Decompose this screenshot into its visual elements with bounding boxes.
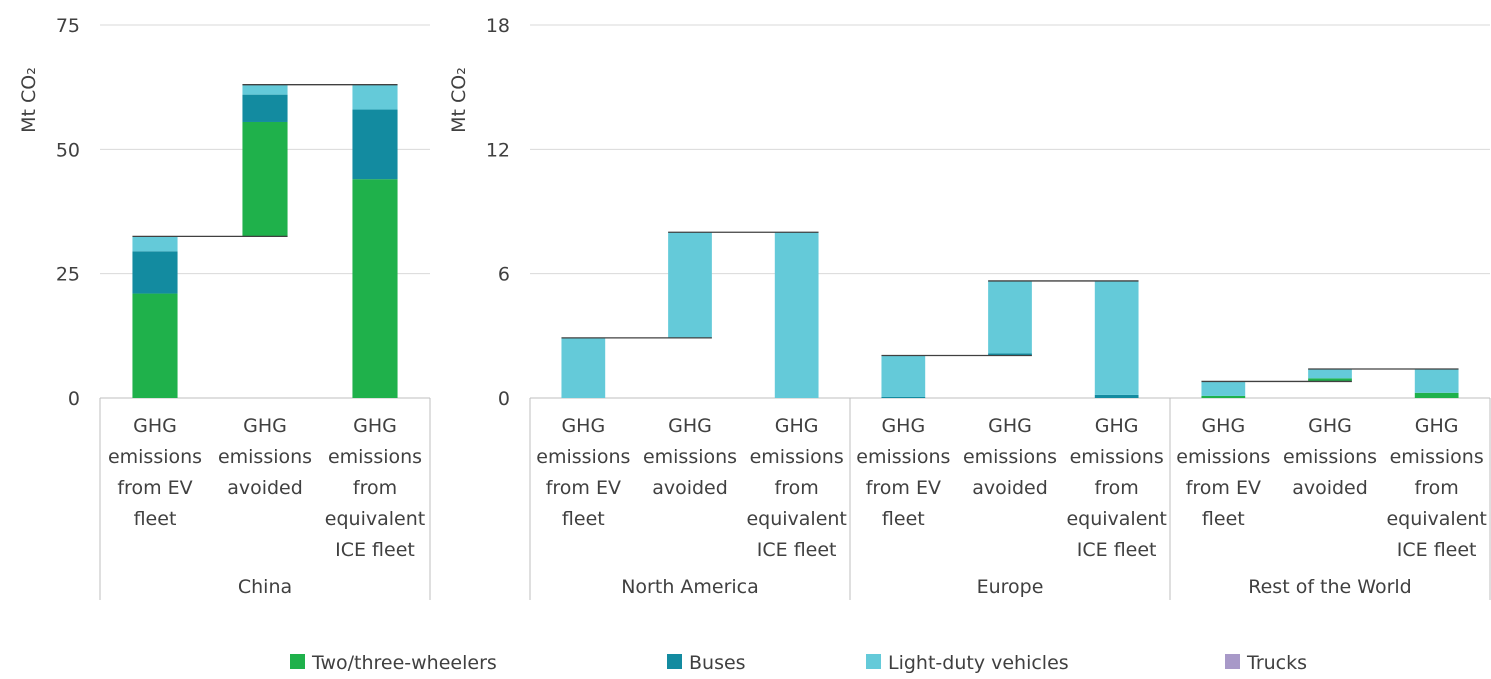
bar-segment [132,236,178,252]
y-tick-label: 50 [56,139,80,161]
bar-segment [1201,395,1246,398]
legend-swatch [667,654,682,669]
bar-segment [242,84,288,95]
x-tick-label: GHG emissions from equivalent ICE fleet [1386,415,1486,561]
legend-swatch [290,654,305,669]
bar-segment [1094,394,1139,398]
x-tick-label: GHG emissions from equivalent ICE fleet [325,415,425,561]
bar-segment [1201,381,1246,396]
bar-segment [132,251,178,294]
legend-label: Two/three-wheelers [311,652,497,674]
x-tick-label: GHG emissions from equivalent ICE fleet [1066,415,1166,561]
y-tick-label: 0 [68,388,80,410]
legend-label: Buses [689,652,746,674]
bar-segment [1414,368,1459,393]
x-tick-label: GHG emissions from equivalent ICE fleet [746,415,846,561]
y-tick-label: 0 [498,388,510,410]
bar-segment [242,94,288,122]
bar-segment [881,396,926,398]
x-tick-label: GHG emissions from EV fleet [1176,415,1270,530]
x-tick-label: GHG emissions avoided [218,415,312,499]
y-axis-label: Mt CO₂ [448,67,470,133]
bar-segment [561,337,606,398]
y-tick-label: 25 [56,264,80,286]
legend-swatch [1225,654,1240,669]
legend-swatch [866,654,881,669]
bar-segment [352,109,398,180]
group-label: North America [621,576,759,598]
x-tick-label: GHG emissions from EV fleet [856,415,950,530]
bar-segment [1308,368,1352,379]
bar-segment [132,293,178,398]
bar-segment [1414,392,1459,398]
group-label: China [238,576,292,598]
bar-segment [988,280,1032,354]
x-tick-label: GHG emissions from EV fleet [108,415,202,530]
x-tick-label: GHG emissions avoided [963,415,1057,499]
y-tick-label: 75 [56,15,80,37]
bar-segment [881,355,926,397]
bar-segment [352,84,398,110]
bar-segment [1308,378,1352,382]
x-tick-label: GHG emissions from EV fleet [536,415,630,530]
x-tick-label: GHG emissions avoided [643,415,737,499]
legend-label: Trucks [1246,652,1307,674]
y-tick-label: 6 [498,264,510,286]
bar-segment [774,232,819,398]
x-tick-label: GHG emissions avoided [1283,415,1377,499]
bar-segment [242,121,288,237]
legend-label: Light-duty vehicles [888,652,1069,674]
bar-segment [352,179,398,398]
group-label: Europe [977,576,1044,598]
bar-segment [668,232,712,338]
y-axis-label: Mt CO₂ [18,67,40,133]
y-tick-label: 12 [486,139,510,161]
bar-segment [988,353,1032,356]
y-tick-label: 18 [486,15,510,37]
bar-segment [1094,280,1139,395]
group-label: Rest of the World [1248,576,1411,598]
